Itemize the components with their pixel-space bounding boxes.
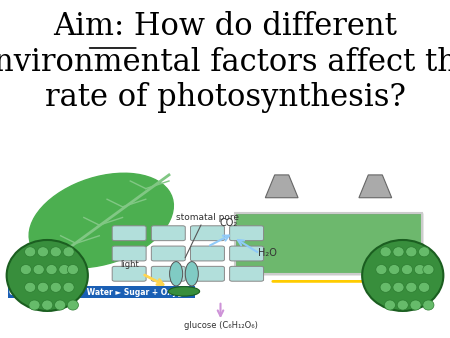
- Ellipse shape: [397, 300, 408, 310]
- Ellipse shape: [37, 247, 49, 257]
- FancyBboxPatch shape: [230, 246, 264, 261]
- Ellipse shape: [414, 265, 425, 274]
- Text: stomatal pore: stomatal pore: [176, 213, 239, 222]
- Ellipse shape: [423, 265, 434, 274]
- Ellipse shape: [384, 300, 396, 310]
- Ellipse shape: [68, 300, 78, 310]
- Ellipse shape: [168, 287, 200, 296]
- Ellipse shape: [42, 300, 53, 310]
- FancyBboxPatch shape: [190, 266, 225, 281]
- Ellipse shape: [37, 282, 49, 292]
- FancyBboxPatch shape: [235, 213, 422, 274]
- Ellipse shape: [393, 282, 404, 292]
- Ellipse shape: [393, 247, 404, 257]
- Ellipse shape: [423, 300, 434, 310]
- FancyBboxPatch shape: [230, 266, 264, 281]
- Ellipse shape: [29, 300, 40, 310]
- Ellipse shape: [29, 173, 173, 268]
- FancyBboxPatch shape: [190, 246, 225, 261]
- Text: Aim: How do different
environmental factors affect the
rate of photosynthesis?: Aim: How do different environmental fact…: [0, 11, 450, 114]
- Text: H₂O: H₂O: [258, 248, 277, 258]
- Ellipse shape: [25, 247, 36, 257]
- Text: light: light: [120, 260, 139, 269]
- Ellipse shape: [20, 265, 32, 274]
- FancyBboxPatch shape: [151, 266, 185, 281]
- Ellipse shape: [185, 262, 198, 286]
- Ellipse shape: [59, 265, 70, 274]
- FancyBboxPatch shape: [112, 226, 146, 241]
- Ellipse shape: [376, 265, 387, 274]
- Text: CO₂: CO₂: [219, 218, 238, 228]
- Polygon shape: [359, 175, 392, 198]
- Ellipse shape: [401, 265, 413, 274]
- Ellipse shape: [63, 282, 74, 292]
- Ellipse shape: [63, 247, 74, 257]
- FancyBboxPatch shape: [190, 226, 225, 241]
- Ellipse shape: [50, 247, 61, 257]
- Ellipse shape: [362, 240, 443, 311]
- Ellipse shape: [406, 282, 417, 292]
- Ellipse shape: [50, 282, 61, 292]
- Ellipse shape: [380, 247, 391, 257]
- Ellipse shape: [7, 240, 88, 311]
- FancyBboxPatch shape: [112, 266, 146, 281]
- Text: Carbon Dioxide + Water ► Sugar + Oxygen: Carbon Dioxide + Water ► Sugar + Oxygen: [9, 288, 194, 297]
- FancyBboxPatch shape: [151, 226, 185, 241]
- Text: glucose (C₆H₁₂O₆): glucose (C₆H₁₂O₆): [184, 321, 257, 330]
- Ellipse shape: [46, 265, 57, 274]
- Ellipse shape: [389, 265, 400, 274]
- Ellipse shape: [410, 300, 421, 310]
- FancyBboxPatch shape: [112, 246, 146, 261]
- Ellipse shape: [25, 282, 36, 292]
- Ellipse shape: [380, 282, 391, 292]
- Ellipse shape: [54, 300, 66, 310]
- FancyBboxPatch shape: [151, 246, 185, 261]
- Ellipse shape: [170, 262, 183, 286]
- Text: TOSYNTH: TOSYNTH: [399, 160, 434, 169]
- Ellipse shape: [68, 265, 78, 274]
- FancyBboxPatch shape: [230, 226, 264, 241]
- Polygon shape: [266, 175, 298, 198]
- Ellipse shape: [418, 247, 430, 257]
- Ellipse shape: [33, 265, 44, 274]
- Ellipse shape: [406, 247, 417, 257]
- Ellipse shape: [418, 282, 430, 292]
